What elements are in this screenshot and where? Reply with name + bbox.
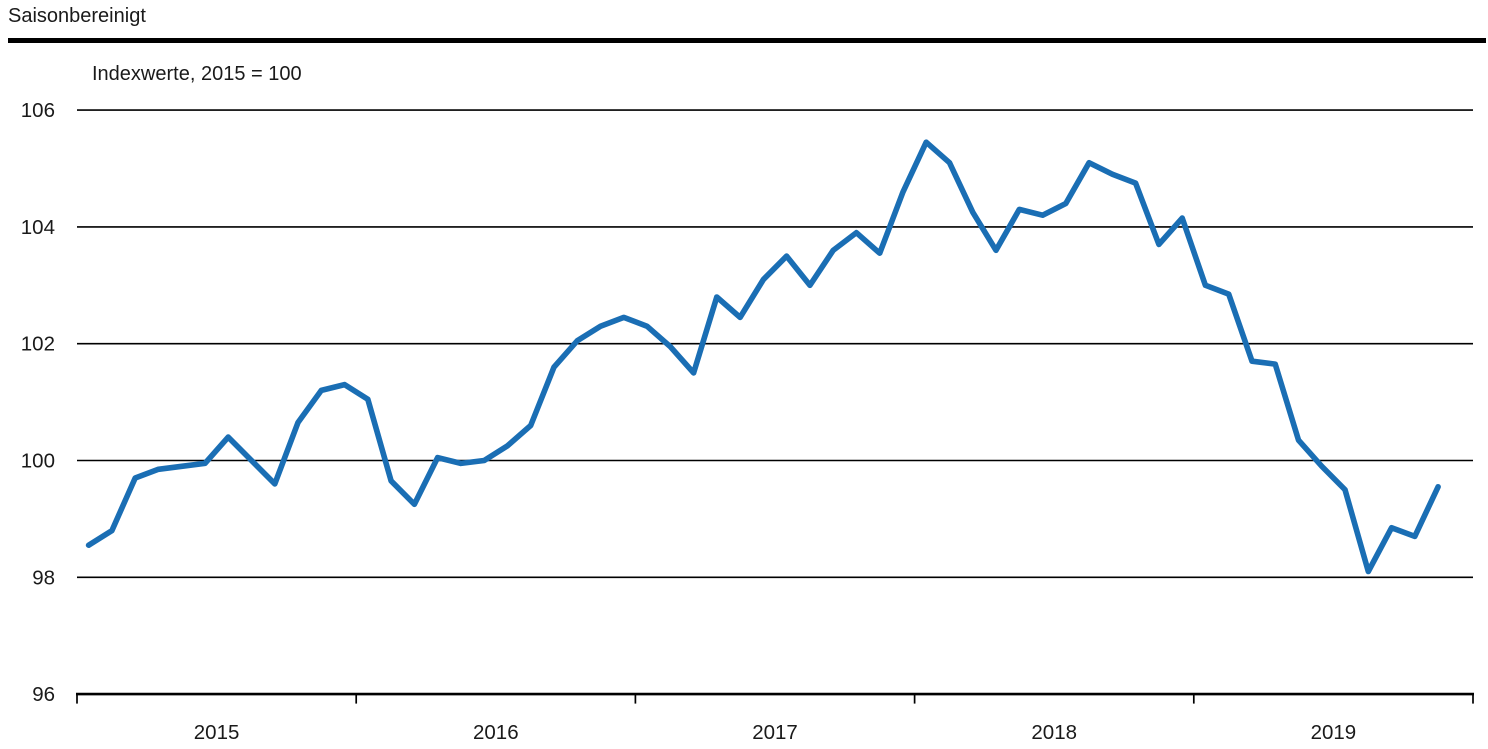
title-rule: [8, 38, 1486, 43]
x-tick-label-2017: 2017: [752, 721, 798, 744]
y-tick-label-98: 98: [32, 566, 55, 589]
x-tick-label-2016: 2016: [473, 721, 519, 744]
x-tick-label-2018: 2018: [1031, 721, 1077, 744]
chart-title: Saisonbereinigt: [8, 5, 146, 27]
x-tick-label-2019: 2019: [1311, 721, 1357, 744]
x-tick-label-2015: 2015: [194, 721, 240, 744]
chart-subtitle: Indexwerte, 2015 = 100: [92, 63, 302, 85]
y-tick-label-96: 96: [32, 683, 55, 706]
y-tick-label-100: 100: [21, 450, 55, 473]
y-tick-label-102: 102: [21, 333, 55, 356]
data-line-seasonally-adjusted: [85, 139, 1441, 575]
y-tick-label-106: 106: [21, 99, 55, 122]
y-tick-label-104: 104: [21, 216, 55, 239]
